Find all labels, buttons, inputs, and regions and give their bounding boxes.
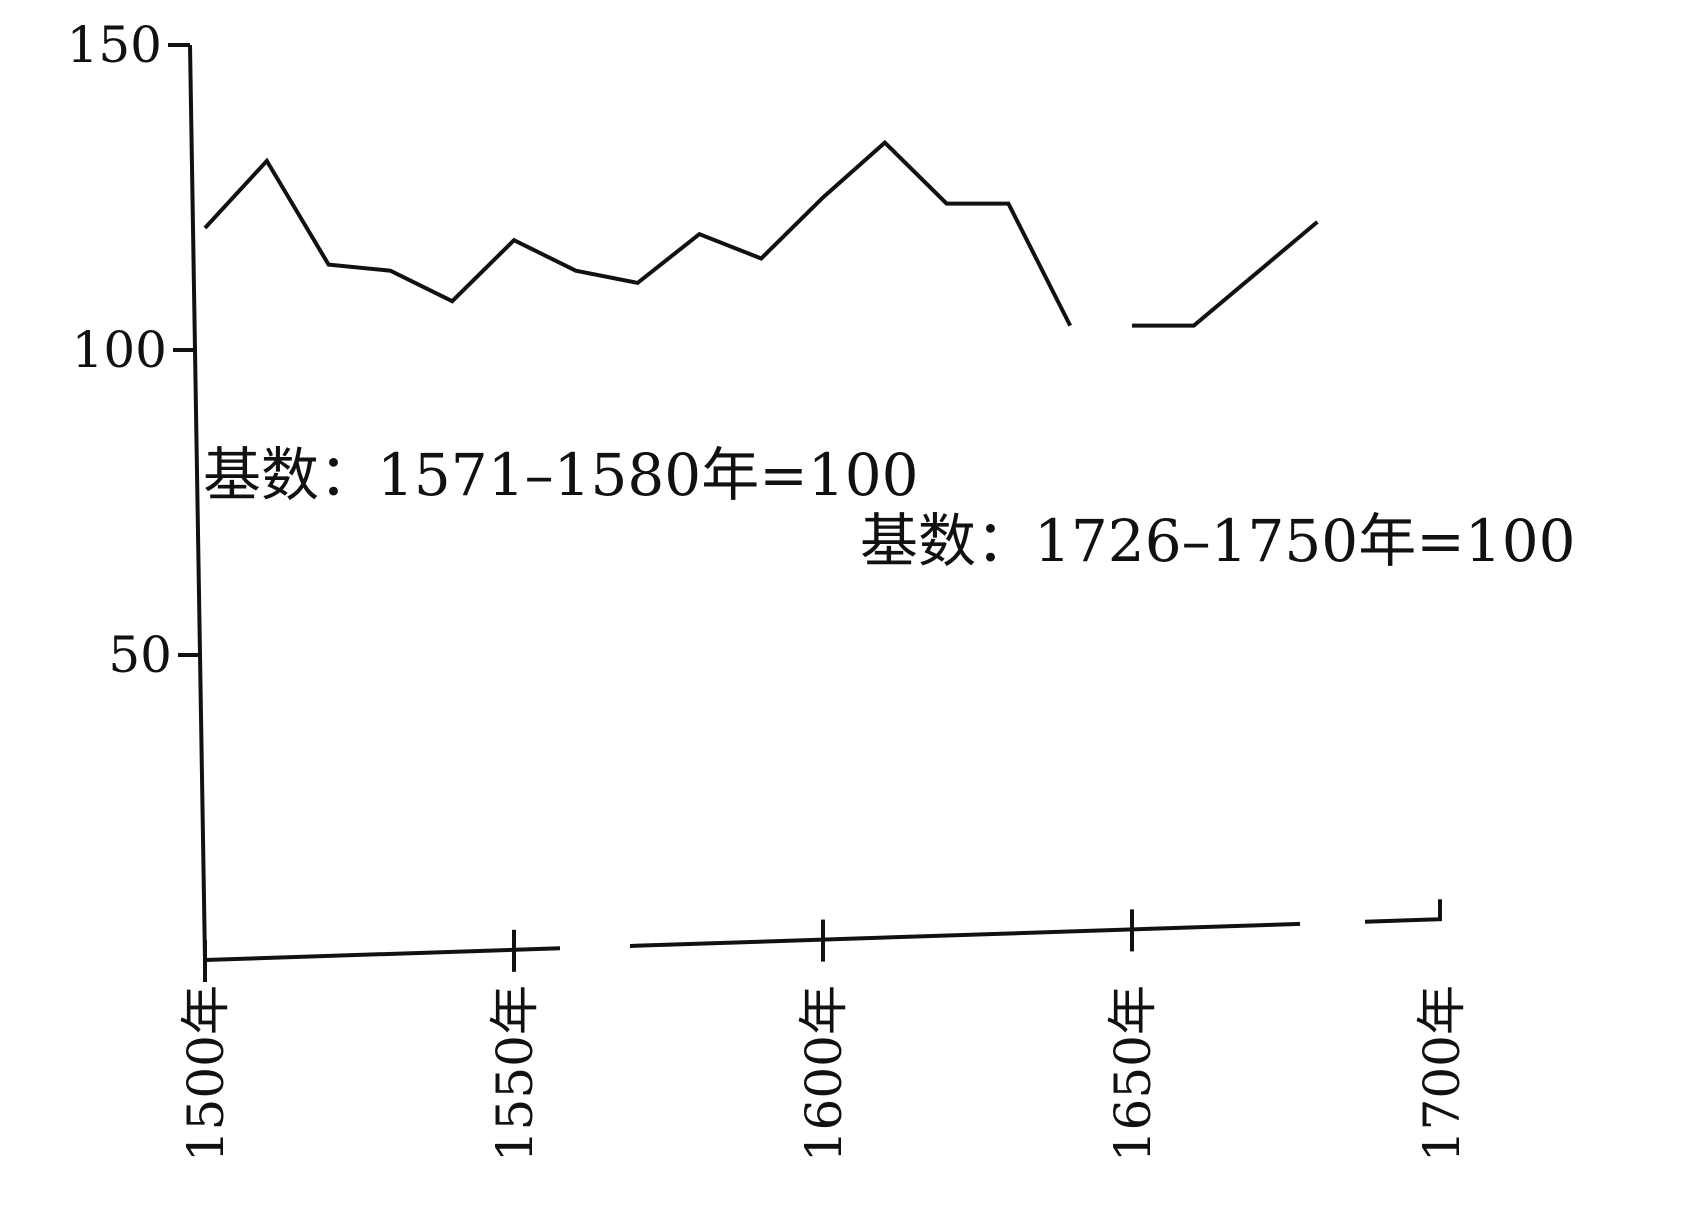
annotation-base-1726-1750: 基数：1726–1750年=100 (860, 507, 1576, 575)
y-tick-label: 50 (108, 626, 172, 684)
x-axis (204, 899, 1442, 962)
x-tick-label: 1500年 (177, 985, 235, 1162)
y-axis (188, 44, 207, 961)
x-tick-label: 1700年 (1413, 985, 1471, 1162)
x-axis-segment (204, 946, 561, 962)
x-ticks: 1500年 1550年 1600年 1650年 1700年 (177, 909, 1471, 1162)
y-tick-label: 150 (67, 16, 162, 74)
x-tick-label: 1550年 (486, 985, 544, 1162)
series-lines (203, 139, 1319, 328)
series-line-segment (1132, 220, 1319, 328)
x-axis-segment (1364, 899, 1442, 924)
y-ticks: 150 100 50 (67, 16, 200, 684)
x-tick-label: 1600年 (795, 985, 853, 1162)
y-tick-label: 100 (72, 321, 167, 379)
annotation-base-1571-1580: 基数：1571–1580年=100 (203, 441, 919, 509)
x-tick-label: 1650年 (1104, 985, 1162, 1162)
x-axis-segment (629, 921, 1301, 948)
series-line-segment (203, 139, 1072, 327)
